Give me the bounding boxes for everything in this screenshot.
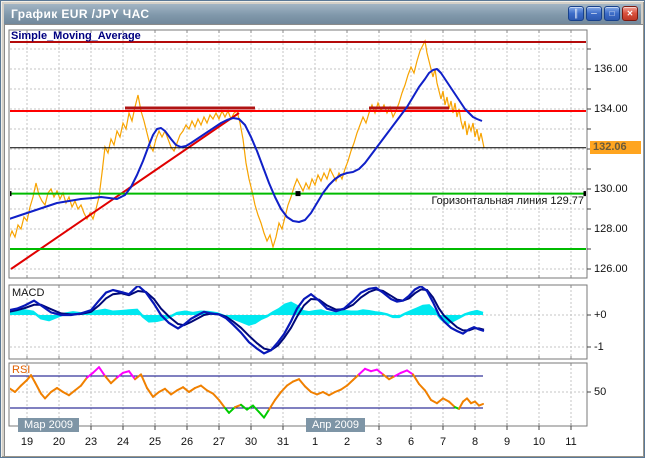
date-tick-label: 25 (148, 436, 162, 448)
macd-axis-label: +0 (594, 309, 607, 321)
date-tick-label: 6 (407, 436, 415, 448)
month-badge-march: Мар 2009 (18, 418, 80, 432)
date-tick-label: 24 (116, 436, 130, 448)
maximize-button[interactable]: □ (604, 6, 620, 21)
date-tick-label: 1 (311, 436, 319, 448)
date-tick-label: 9 (503, 436, 511, 448)
date-tick-label: 8 (471, 436, 479, 448)
minimize-button[interactable]: ─ (586, 6, 602, 21)
date-tick-label: 30 (244, 436, 258, 448)
maximize-icon: □ (609, 8, 615, 18)
date-tick-label: 7 (439, 436, 447, 448)
date-tick-label: 11 (565, 436, 577, 448)
rsi-axis-label: 50 (594, 386, 607, 398)
close-icon: ✕ (626, 8, 634, 18)
macd-indicator-label: MACD (12, 287, 45, 299)
date-tick-label: 31 (276, 436, 290, 448)
price-axis-label: 126.00 (594, 263, 628, 275)
date-tick-label: 27 (212, 436, 226, 448)
title-bar[interactable]: График EUR /JPY ЧАС ║ ─ □ ✕ (4, 4, 641, 24)
date-tick-label: 2 (343, 436, 351, 448)
window-title: График EUR /JPY ЧАС (11, 7, 150, 21)
date-tick-label: 19 (20, 436, 34, 448)
macd-axis-label: -1 (594, 341, 604, 353)
date-tick-label: 26 (180, 436, 194, 448)
window-controls: ║ ─ □ ✕ (568, 6, 638, 21)
close-button[interactable]: ✕ (622, 6, 638, 21)
chart-client[interactable] (4, 24, 643, 456)
sma-indicator-label: Simple_Moving_Average (11, 30, 141, 42)
date-tick-label: 3 (375, 436, 383, 448)
month-badge-april: Апр 2009 (306, 418, 365, 432)
current-price-tag: 132.06 (590, 141, 641, 154)
rsi-indicator-label: RSI (12, 364, 31, 376)
pause-button[interactable]: ║ (568, 6, 584, 21)
date-tick-label: 23 (84, 436, 98, 448)
price-axis-label: 136.00 (594, 63, 628, 75)
date-tick-label: 20 (52, 436, 66, 448)
price-axis-label: 128.00 (594, 223, 628, 235)
horizontal-line-annotation: Горизонтальная линия 129.77 (431, 195, 584, 207)
price-axis-label: 134.00 (594, 103, 628, 115)
pause-icon: ║ (573, 8, 579, 18)
price-axis-label: 130.00 (594, 183, 628, 195)
minimize-icon: ─ (591, 8, 597, 18)
date-tick-label: 10 (532, 436, 546, 448)
